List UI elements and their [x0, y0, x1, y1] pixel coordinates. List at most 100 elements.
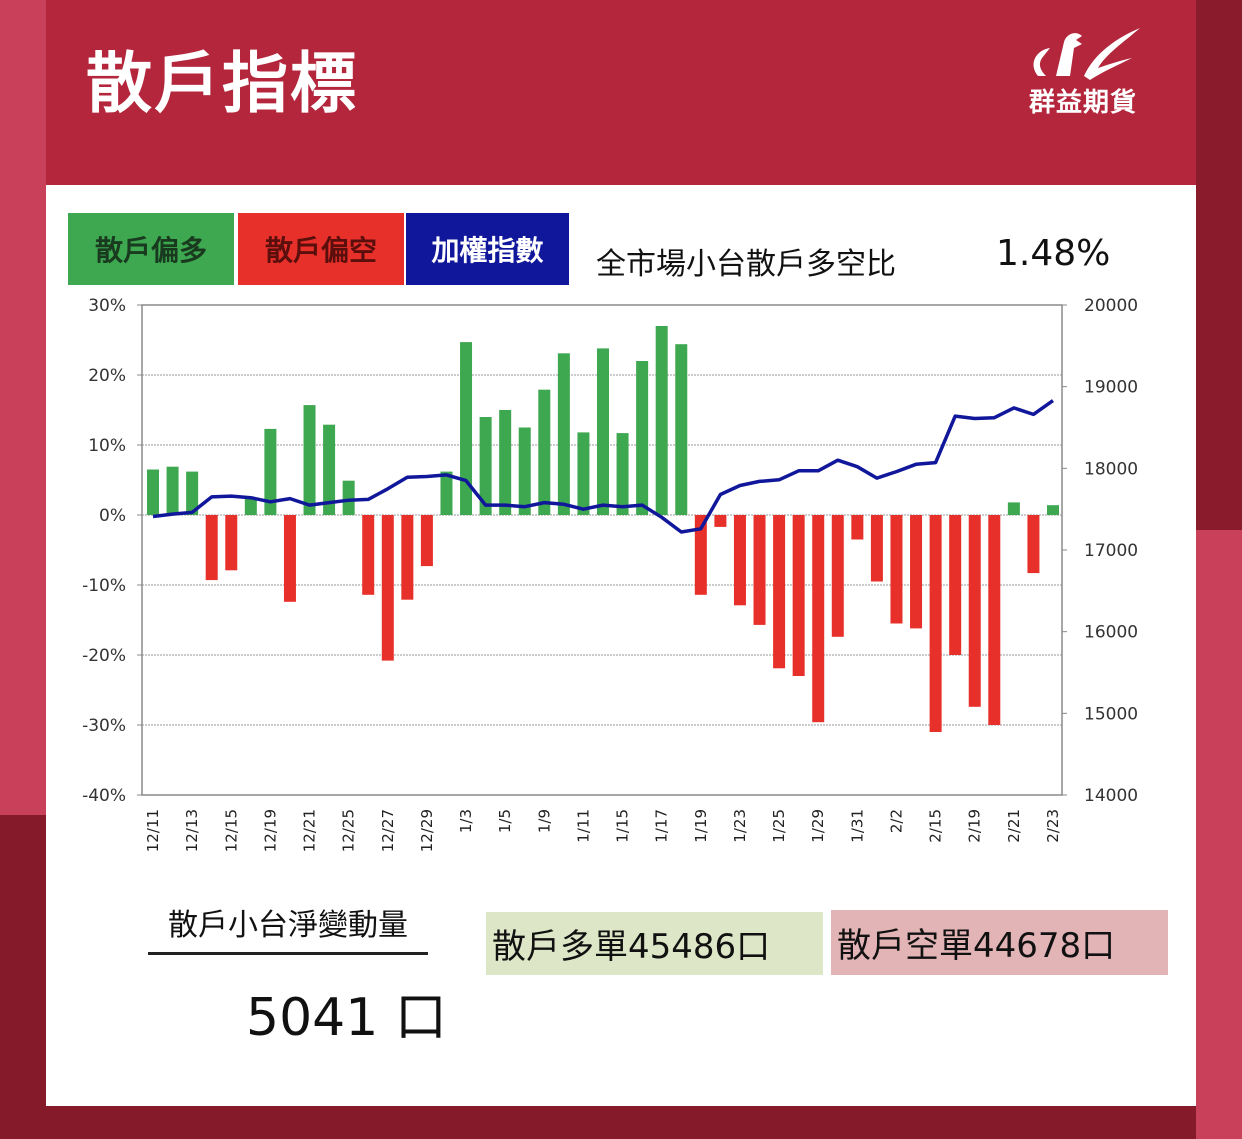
bar-long: [264, 428, 277, 515]
x-tick-label: 12/19: [261, 809, 279, 852]
logo-text: 群益期貨: [1028, 88, 1137, 118]
x-tick-label: 1/17: [653, 809, 671, 843]
x-tick-label: 1/25: [770, 809, 788, 843]
bar-long: [597, 348, 609, 515]
bar-long: [616, 433, 629, 515]
retail-long-orders-text: 散戶多單45486口: [492, 927, 771, 967]
y-left-tick-label: 0%: [99, 506, 126, 526]
legend-short: 散戶偏空: [238, 213, 404, 285]
x-tick-label: 12/21: [301, 809, 319, 852]
x-tick-label: 12/15: [222, 809, 240, 852]
bar-short: [401, 515, 414, 600]
ratio-label: 全市場小台散戶多空比: [596, 247, 896, 282]
bar-short: [225, 515, 238, 571]
y-left-tick-label: 20%: [88, 366, 126, 386]
frame-right-top: [1196, 0, 1242, 530]
bar-short: [694, 515, 707, 595]
legend-long: 散戶偏多: [68, 213, 234, 285]
x-tick-label: 1/29: [809, 809, 827, 843]
bar-short: [988, 515, 1001, 725]
retail-sentiment-chart: 30% 20% 10% 0% -10% -20% -30% -40% 20000 19000 180…: [82, 296, 1138, 852]
frame-left-bottom: [0, 815, 46, 1139]
y-left-tick-label: 10%: [88, 436, 126, 456]
x-tick-label: 12/29: [418, 809, 436, 852]
page-title: 散戶指標: [86, 45, 358, 122]
plot-area: [141, 304, 1063, 796]
x-tick-label: 2/23: [1044, 809, 1062, 843]
x-tick-label: 1/19: [692, 809, 710, 843]
bar-long: [499, 410, 512, 515]
x-tick-label: 1/23: [731, 809, 749, 843]
bar-short: [362, 515, 375, 595]
chart-panel: 散戶偏多 散戶偏空 加權指數 全市場小台散戶多空比 1.48% 30% 20% 10…: [46, 185, 1196, 1106]
y-left-tick-label: -40%: [82, 786, 126, 806]
bar-long: [518, 427, 531, 515]
bar-short: [910, 515, 923, 629]
bar-long: [636, 361, 649, 515]
legend-short-label: 散戶偏空: [264, 234, 377, 267]
x-tick-label: 12/27: [379, 809, 397, 852]
x-tick-label: 1/15: [614, 809, 632, 843]
bar-long: [1007, 502, 1020, 515]
bar-short: [890, 515, 903, 624]
retail-long-orders: 散戶多單45486口: [486, 912, 823, 975]
bar-long: [166, 466, 179, 515]
bar-short: [812, 515, 825, 723]
bar-short: [949, 515, 962, 655]
bar-long: [577, 432, 590, 515]
bar-long: [675, 344, 688, 515]
x-tick-label: 12/13: [183, 809, 201, 852]
bar-short: [205, 515, 218, 581]
net-change-value: 5041 口: [246, 988, 447, 1048]
y-left-tick-label: -30%: [82, 716, 126, 736]
bar-short: [420, 515, 433, 567]
bar-long: [342, 480, 355, 515]
bar-long: [538, 389, 551, 515]
bar-long: [1047, 505, 1059, 515]
bar-long: [186, 471, 199, 515]
bar-long: [479, 417, 492, 515]
bar-short: [773, 515, 786, 669]
brand-logo: 群益期貨: [998, 24, 1168, 124]
bar-long: [244, 498, 257, 515]
bar-short: [831, 515, 844, 637]
y-left-tick-label: 30%: [88, 296, 126, 316]
bar-long: [460, 342, 473, 515]
bar-long: [557, 353, 570, 515]
y-right-tick-label: 15000: [1084, 704, 1138, 724]
net-change-label: 散戶小台淨變動量: [148, 900, 428, 955]
bar-short: [792, 515, 805, 676]
x-tick-label: 2/19: [966, 809, 984, 843]
frame-bottom: [46, 1106, 1196, 1139]
legend-long-label: 散戶偏多: [94, 234, 207, 267]
x-tick-label: 1/9: [535, 809, 553, 833]
ratio-value: 1.48%: [996, 233, 1111, 274]
bar-short: [870, 515, 883, 582]
y-right-tick-label: 19000: [1084, 378, 1138, 398]
x-tick-label: 2/21: [1005, 809, 1023, 843]
x-tick-label: 1/3: [457, 809, 475, 833]
bar-long: [303, 405, 316, 515]
y-right-tick-label: 14000: [1084, 786, 1138, 806]
header: 散戶指標 群益期貨: [46, 0, 1196, 185]
bar-long: [147, 469, 159, 515]
y-left-tick-label: -10%: [82, 576, 126, 596]
bar-short: [381, 515, 394, 661]
y-right-tick-label: 17000: [1084, 541, 1138, 561]
bar-short: [851, 515, 864, 540]
bar-short: [714, 515, 727, 527]
x-tick-label: 12/11: [144, 809, 162, 852]
retail-short-orders-text: 散戶空單44678口: [837, 926, 1116, 966]
bar-short: [1027, 515, 1040, 574]
legend-index: 加權指數: [406, 213, 569, 285]
bar-short: [968, 515, 981, 707]
bar-long: [440, 471, 453, 515]
x-tick-label: 2/15: [927, 809, 945, 843]
y-right-tick-label: 20000: [1084, 296, 1138, 316]
bar-long: [655, 326, 668, 515]
y-right-tick-label: 18000: [1084, 459, 1138, 479]
bar-short: [733, 515, 746, 606]
y-left-tick-label: -20%: [82, 646, 126, 666]
bar-short: [283, 515, 296, 602]
eagle-logo-icon: [1033, 28, 1140, 80]
